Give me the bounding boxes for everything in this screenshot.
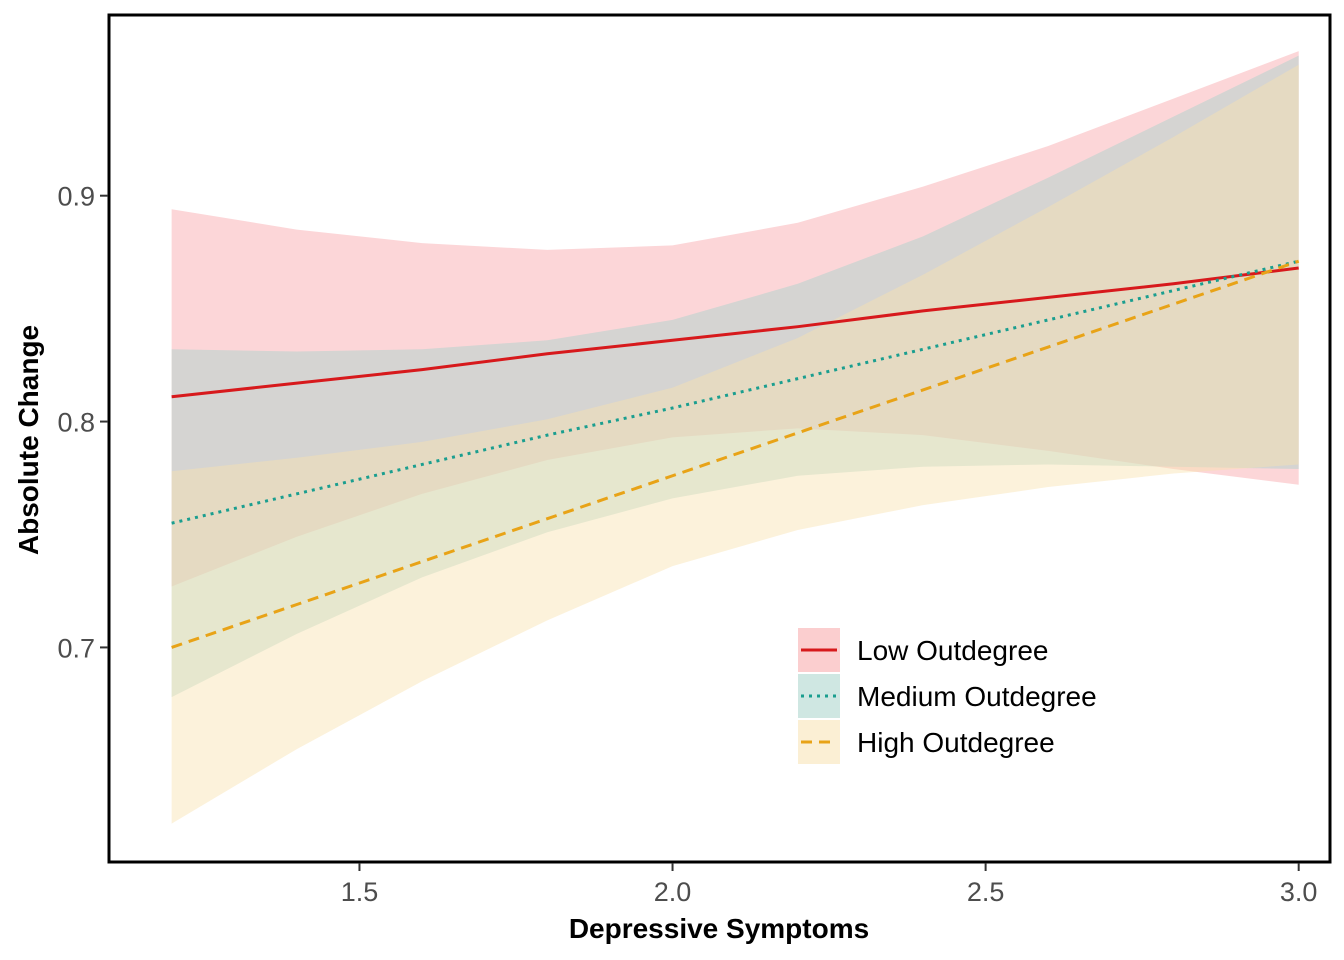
- legend: Low Outdegree Medium Outdegree High Outdeg…: [796, 626, 1097, 766]
- legend-label: Low Outdegree: [857, 635, 1048, 666]
- confidence-band-high-outdegree: [171, 64, 1299, 824]
- x-tick-label: 2.0: [654, 877, 692, 907]
- x-axis: 1.5 2.0 2.5 3.0: [341, 863, 1318, 907]
- y-axis-title: Absolute Change: [13, 325, 44, 555]
- y-tick-label: 0.8: [57, 408, 95, 438]
- series-lines: [171, 259, 1300, 649]
- y-tick-label: 0.9: [57, 182, 95, 212]
- legend-item-high-outdegree: High Outdegree: [796, 718, 1055, 766]
- x-tick-label: 3.0: [1280, 877, 1318, 907]
- confidence-band-medium-outdegree: [171, 55, 1299, 698]
- legend-label: Medium Outdegree: [857, 681, 1097, 712]
- x-axis-title: Depressive Symptoms: [569, 913, 869, 944]
- y-tick-label: 0.7: [57, 633, 95, 663]
- legend-label: High Outdegree: [857, 727, 1055, 758]
- confidence-bands: [171, 51, 1299, 824]
- series-line-high-outdegree: [171, 259, 1300, 649]
- x-tick-label: 2.5: [967, 877, 1005, 907]
- series-line-medium-outdegree: [171, 259, 1300, 525]
- y-axis: 0.7 0.8 0.9: [57, 182, 108, 663]
- confidence-band-low-outdegree: [171, 51, 1299, 587]
- x-tick-label: 1.5: [341, 877, 379, 907]
- legend-item-low-outdegree: Low Outdegree: [796, 626, 1048, 674]
- plot-panel-border: [107, 13, 1332, 864]
- series-line-low-outdegree: [171, 266, 1299, 399]
